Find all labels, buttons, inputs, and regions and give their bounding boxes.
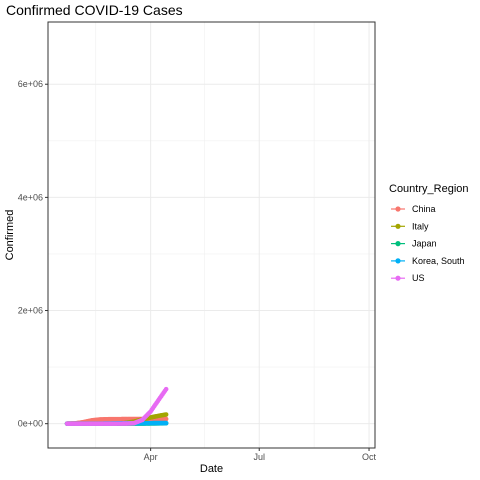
x-axis-title: Date bbox=[200, 463, 223, 475]
legend-key-point bbox=[395, 206, 401, 212]
legend-label: US bbox=[412, 273, 425, 283]
legend-label: Korea, South bbox=[412, 256, 465, 266]
x-tick-label: Apr bbox=[144, 452, 158, 462]
y-tick-label: 4e+06 bbox=[18, 192, 43, 202]
legend-item: Korea, South bbox=[391, 256, 465, 266]
series-point bbox=[163, 416, 169, 422]
series-point bbox=[163, 412, 169, 417]
legend-key-point bbox=[395, 275, 401, 281]
series-point bbox=[163, 386, 169, 392]
legend-item: Japan bbox=[391, 239, 437, 249]
series-point bbox=[163, 420, 169, 426]
plot-panel-border bbox=[47, 21, 376, 449]
legend-item: Italy bbox=[391, 221, 429, 231]
grid-minor bbox=[48, 22, 375, 448]
series-layer bbox=[64, 386, 169, 426]
x-tick-label: Oct bbox=[362, 452, 377, 462]
legend-label: Japan bbox=[412, 239, 437, 249]
y-axis-title: Confirmed bbox=[4, 210, 16, 261]
legend: Country_Region China Italy Japan Korea, Sou… bbox=[389, 183, 469, 283]
legend-item: China bbox=[391, 204, 436, 214]
y-axis: 0e+00 2e+06 4e+06 6e+06 bbox=[18, 79, 48, 429]
legend-key-point bbox=[395, 223, 401, 229]
legend-item: US bbox=[391, 273, 425, 283]
x-tick-label: Jul bbox=[253, 452, 265, 462]
chart-title: Confirmed COVID-19 Cases bbox=[6, 2, 183, 18]
legend-key-point bbox=[395, 258, 401, 264]
legend-label: China bbox=[412, 204, 436, 214]
x-axis: Apr Jul Oct bbox=[144, 448, 377, 462]
legend-title: Country_Region bbox=[389, 183, 469, 195]
y-tick-label: 6e+06 bbox=[18, 79, 43, 89]
series-us bbox=[64, 386, 169, 426]
y-tick-label: 0e+00 bbox=[18, 419, 43, 429]
legend-label: Italy bbox=[412, 221, 429, 231]
y-tick-label: 2e+06 bbox=[18, 306, 43, 316]
legend-key-point bbox=[395, 241, 401, 247]
